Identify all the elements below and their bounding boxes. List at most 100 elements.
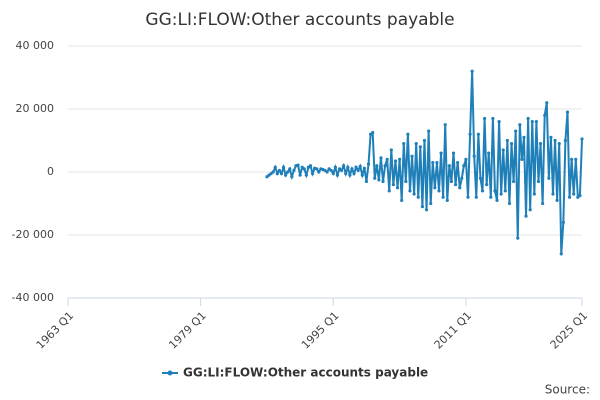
- point: [578, 194, 582, 198]
- point: [503, 189, 507, 193]
- point: [373, 176, 377, 180]
- point: [398, 157, 402, 161]
- point: [383, 164, 387, 168]
- x-tick-label: 1979 Q1: [166, 309, 209, 352]
- point: [443, 123, 447, 127]
- x-tick-label: 2025 Q1: [548, 309, 591, 352]
- point: [524, 214, 528, 218]
- point: [538, 142, 543, 146]
- x-tick-label: 2011 Q1: [432, 309, 475, 352]
- point: [273, 165, 277, 169]
- point: [563, 138, 568, 143]
- point: [451, 151, 456, 155]
- point: [395, 186, 400, 190]
- point: [580, 137, 584, 141]
- point: [528, 208, 532, 212]
- point: [464, 157, 468, 161]
- point: [377, 178, 381, 182]
- point: [547, 176, 551, 180]
- point: [362, 166, 366, 170]
- point: [387, 189, 391, 193]
- point: [296, 163, 300, 167]
- point: [279, 171, 284, 176]
- point: [348, 173, 352, 177]
- point: [570, 157, 574, 161]
- point: [290, 175, 294, 179]
- point: [292, 168, 296, 173]
- point: [441, 195, 445, 199]
- point: [507, 201, 512, 206]
- point: [437, 189, 441, 193]
- point: [346, 165, 350, 169]
- point: [333, 165, 337, 169]
- y-tick-label: 0: [47, 165, 54, 178]
- point: [371, 131, 375, 135]
- point: [478, 176, 483, 180]
- point: [354, 165, 358, 169]
- point: [331, 171, 335, 176]
- point: [491, 116, 495, 121]
- point: [385, 157, 389, 161]
- point: [462, 164, 466, 168]
- y-tick-label: 40 000: [16, 39, 55, 52]
- point: [344, 171, 348, 176]
- point: [574, 157, 578, 161]
- y-tick-label: 20 000: [16, 102, 55, 115]
- point: [418, 145, 422, 149]
- point: [555, 198, 559, 202]
- point: [522, 135, 526, 139]
- point: [400, 198, 404, 202]
- point: [352, 171, 356, 176]
- point: [470, 69, 474, 73]
- point: [284, 173, 288, 177]
- point: [329, 168, 333, 173]
- point: [298, 173, 302, 177]
- point: [447, 164, 451, 168]
- point: [516, 236, 520, 240]
- point: [402, 142, 406, 146]
- point: [339, 168, 344, 173]
- point: [410, 154, 414, 158]
- point: [379, 156, 383, 160]
- point: [288, 167, 292, 171]
- point: [406, 132, 410, 136]
- point: [520, 157, 524, 161]
- point: [414, 142, 418, 146]
- point: [526, 116, 530, 121]
- point: [412, 192, 416, 196]
- point: [416, 195, 420, 199]
- point: [549, 135, 553, 139]
- point: [317, 170, 321, 174]
- x-tick-label: 1995 Q1: [299, 309, 342, 352]
- point: [391, 183, 395, 187]
- point: [277, 168, 282, 173]
- point: [308, 164, 313, 168]
- point: [557, 142, 561, 146]
- point: [536, 179, 541, 184]
- point: [460, 176, 464, 180]
- point: [453, 183, 458, 187]
- point: [505, 138, 509, 143]
- point: [366, 162, 371, 166]
- point: [565, 110, 570, 114]
- point: [304, 173, 308, 177]
- point: [509, 142, 514, 146]
- point: [271, 170, 275, 174]
- point: [433, 186, 437, 190]
- point: [393, 159, 398, 163]
- point: [545, 101, 549, 105]
- point: [420, 205, 425, 209]
- point: [381, 179, 385, 184]
- legend-label: GG:LI:FLOW:Other accounts payable: [183, 366, 428, 380]
- point: [551, 192, 555, 196]
- point: [342, 164, 346, 168]
- point: [493, 189, 497, 193]
- x-tick-label: 1963 Q1: [34, 309, 77, 352]
- point: [358, 164, 362, 168]
- point: [487, 151, 491, 155]
- point: [422, 138, 427, 143]
- point: [435, 160, 439, 165]
- point: [364, 179, 369, 184]
